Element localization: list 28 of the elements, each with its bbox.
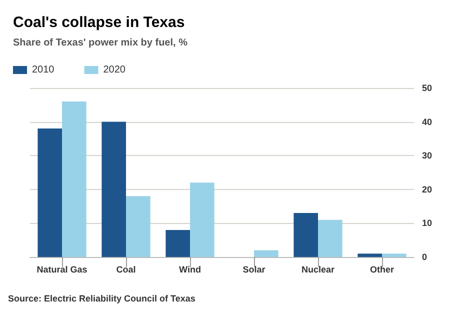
x-tick-label: Other xyxy=(370,264,394,274)
bar xyxy=(62,102,86,257)
bar xyxy=(102,122,126,257)
y-tick-label: 20 xyxy=(422,184,432,194)
bar xyxy=(38,128,62,257)
x-tick-label: Coal xyxy=(116,264,136,274)
bar xyxy=(166,230,190,257)
y-tick-label: 30 xyxy=(422,150,432,161)
x-tick-label: Natural Gas xyxy=(36,264,88,274)
y-tick-label: 50 xyxy=(422,83,432,93)
x-tick-label: Solar xyxy=(242,264,266,274)
bar xyxy=(190,182,214,257)
source-note: Source: Electric Reliability Council of Texas xyxy=(8,294,196,304)
bar xyxy=(254,250,278,257)
bar xyxy=(358,254,382,257)
x-tick-label: Nuclear xyxy=(301,264,335,274)
y-tick-label: 10 xyxy=(422,218,432,228)
chart-title: Coal's collapse in Texas xyxy=(13,14,185,31)
bar xyxy=(382,254,406,257)
y-tick-label: 0 xyxy=(422,252,428,262)
y-tick-label: 40 xyxy=(422,116,432,127)
x-tick-label: Wind xyxy=(179,264,201,274)
bar xyxy=(294,213,318,257)
bar xyxy=(318,220,342,257)
legend-label: 2010 xyxy=(32,64,55,76)
chart-subtitle: Share of Texas' power mix by fuel, % xyxy=(13,38,188,48)
bar xyxy=(126,196,150,257)
legend-label: 2020 xyxy=(103,64,126,76)
